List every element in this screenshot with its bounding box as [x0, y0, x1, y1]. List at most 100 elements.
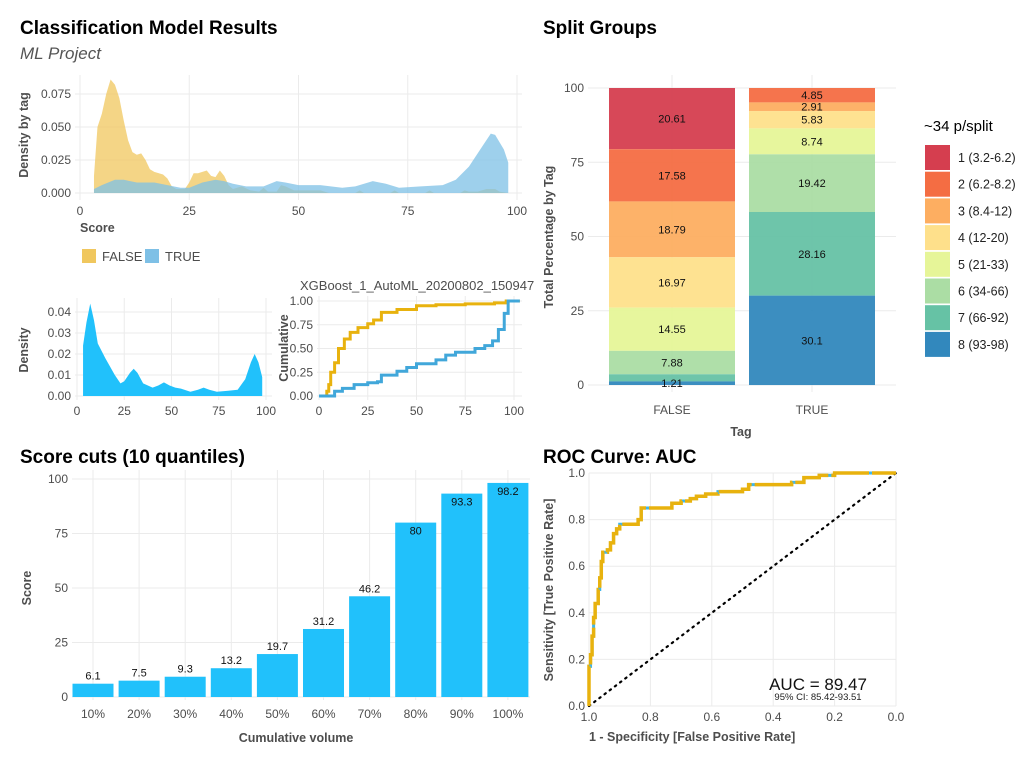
x-tick-label: 0.6	[703, 710, 720, 724]
y-tick-label: 0.00	[290, 389, 314, 403]
bar-10%	[72, 683, 114, 697]
cumulative-line-1	[319, 299, 520, 398]
bar-60%	[303, 628, 344, 697]
diagonal-reference-line	[587, 471, 898, 708]
cumulative-chart	[317, 296, 522, 400]
y-tick-label: 75	[571, 155, 585, 169]
auc-ci-annotation: 95% CI: 85.42-93.51	[774, 692, 861, 703]
y-tick-label: 0	[577, 378, 584, 392]
stack-segment-3	[749, 102, 875, 112]
y-tick-label: 25	[571, 304, 585, 318]
legend-swatch-3	[925, 198, 950, 224]
y-axis-label: Total Percentage by Tag	[542, 166, 556, 309]
legend-label: 6 (34-66)	[958, 285, 1009, 299]
bar-value-label: 7.5	[131, 668, 146, 680]
segment-value-label: 2.91	[801, 102, 822, 114]
legend-label: 5 (21-33)	[958, 258, 1009, 272]
x-tick-label: 75	[401, 204, 415, 218]
segment-value-label: 1.21	[661, 378, 682, 390]
legend-label: 7 (66-92)	[958, 311, 1009, 325]
stack-segment-6	[749, 154, 875, 212]
x-tick-label: 10%	[81, 707, 105, 721]
x-tick-label: 50	[410, 404, 424, 418]
bar-value-label: 6.1	[85, 671, 100, 683]
legend-swatch-1	[925, 145, 950, 170]
legend-swatch-4	[925, 225, 950, 251]
x-tick-label: 0.8	[642, 710, 659, 724]
x-tick-label: 1.0	[581, 710, 598, 724]
x-tick-label: 0	[316, 404, 323, 418]
x-tick-label: 75	[212, 404, 226, 418]
segment-value-label: 14.55	[658, 324, 686, 336]
legend-swatch-5	[925, 251, 950, 277]
cumulative-chart-title: XGBoost_1_AutoML_20200802_150947	[300, 278, 534, 293]
legend-swatch-2	[925, 171, 950, 197]
x-tick-label: 90%	[450, 707, 474, 721]
y-tick-label: 0.6	[568, 559, 585, 573]
x-tick-label: 100%	[493, 707, 524, 721]
x-tick-label: 25	[361, 404, 375, 418]
legend-swatch-true	[145, 249, 159, 263]
x-axis-label: Tag	[730, 425, 751, 439]
x-tick-label: 50%	[265, 707, 289, 721]
stack-segment-3	[609, 201, 735, 258]
bar-value-label: 80	[410, 526, 422, 538]
y-tick-label: 0.050	[41, 120, 71, 134]
legend-label: 1 (3.2-6.2)	[958, 151, 1016, 165]
x-tick-label: 25	[118, 404, 132, 418]
x-axis-label: Cumulative volume	[239, 731, 354, 745]
bar-100%	[487, 482, 529, 697]
bar-value-label: 9.3	[178, 664, 193, 676]
x-tick-label: 0.2	[826, 710, 843, 724]
stack-segment-1	[609, 88, 735, 150]
segment-value-label: 5.83	[801, 115, 822, 127]
y-tick-label: 0.25	[290, 365, 314, 379]
y-tick-label: 0.02	[48, 347, 72, 361]
x-tick-label: 70%	[358, 707, 382, 721]
y-tick-label: 0.00	[48, 389, 72, 403]
roc-curve-chart	[587, 471, 898, 708]
legend-swatch-6	[925, 278, 950, 304]
roc-curve	[587, 471, 896, 706]
y-axis-label: Score	[20, 571, 34, 606]
y-axis-label: Density	[17, 327, 31, 372]
cumulative-line-0	[319, 299, 520, 398]
segment-value-label: 18.79	[658, 224, 686, 236]
y-tick-label: 0.03	[48, 326, 72, 340]
legend-label: 8 (93-98)	[958, 338, 1009, 352]
legend-label-false: FALSE	[102, 249, 143, 264]
bar-90%	[441, 493, 483, 697]
roc-title: ROC Curve: AUC	[543, 447, 697, 468]
stack-segment-8	[749, 295, 875, 386]
legend-label: 4 (12-20)	[958, 231, 1009, 245]
bar-value-label: 93.3	[451, 497, 472, 509]
segment-value-label: 19.42	[798, 178, 826, 190]
split-groups-title: Split Groups	[543, 18, 657, 39]
y-tick-label: 75	[55, 527, 69, 541]
x-tick-label: TRUE	[796, 403, 829, 417]
segment-value-label: 28.16	[798, 249, 826, 261]
y-tick-label: 0.50	[290, 342, 314, 356]
y-axis-label: Density by tag	[17, 92, 31, 177]
stack-segment-5	[749, 128, 875, 155]
x-tick-label: 0.4	[765, 710, 782, 724]
page-subtitle: ML Project	[20, 44, 102, 63]
y-tick-label: 25	[55, 636, 69, 650]
stack-segment-2	[609, 149, 735, 202]
x-tick-label: 20%	[127, 707, 151, 721]
bar-value-label: 46.2	[359, 583, 380, 595]
bar-50%	[256, 654, 298, 697]
y-tick-label: 1.0	[568, 466, 585, 480]
y-tick-label: 50	[571, 230, 585, 244]
x-tick-label: 30%	[173, 707, 197, 721]
x-tick-label: 0	[74, 404, 81, 418]
segment-value-label: 8.74	[801, 136, 822, 148]
y-tick-label: 0.0	[568, 699, 585, 713]
bar-value-label: 19.7	[267, 641, 288, 653]
bar-value-label: 13.2	[221, 655, 242, 667]
x-tick-label: 0	[77, 204, 84, 218]
x-tick-label: 100	[504, 404, 524, 418]
y-tick-label: 0	[61, 690, 68, 704]
y-tick-label: 0.000	[41, 186, 71, 200]
